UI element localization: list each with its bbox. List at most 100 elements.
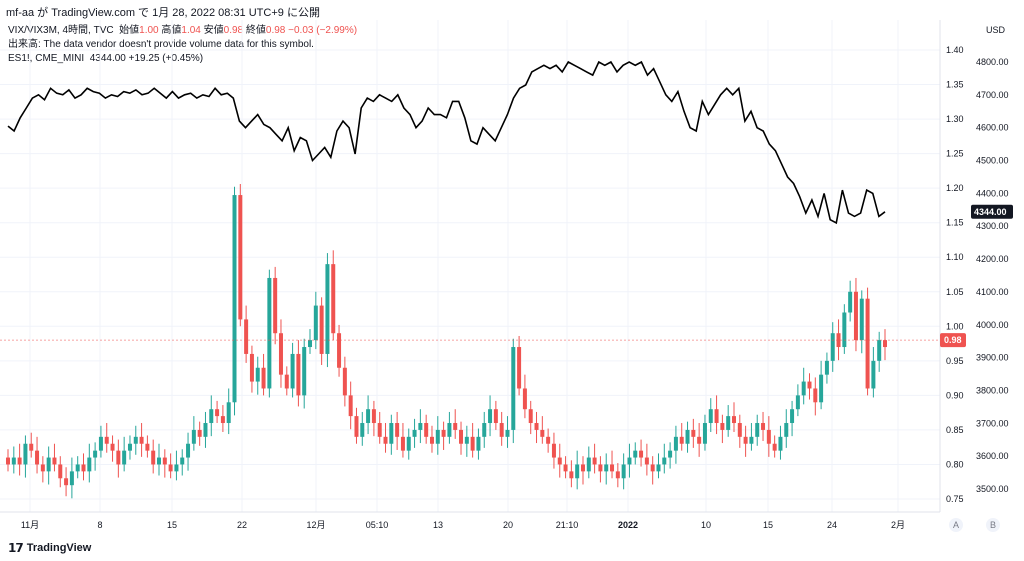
candle-body	[551, 443, 556, 458]
last-price-label: 0.98	[944, 335, 962, 345]
futures-tick-label: 4400.00	[976, 188, 1009, 198]
candle-body	[871, 360, 876, 389]
candle-body	[824, 360, 829, 375]
main-symbol[interactable]: VIX/VIX3M, 4時間, TVC	[8, 25, 114, 36]
time-tick-label: 2月	[891, 520, 905, 530]
candle-body	[470, 436, 475, 451]
candle-body	[296, 353, 301, 396]
candle-body	[157, 457, 162, 465]
futures-tick-label: 4800.00	[976, 57, 1009, 67]
candle-body	[81, 464, 86, 472]
candle-body	[795, 395, 800, 410]
futures-tick-label: 3700.00	[976, 418, 1009, 428]
candle-body	[133, 436, 138, 444]
candle-body	[697, 436, 702, 444]
candle-body	[400, 436, 405, 451]
ratio-tick-label: 0.80	[946, 459, 964, 469]
open-value: 1.00	[139, 25, 159, 36]
candle-body	[708, 409, 713, 424]
candle-body	[691, 429, 696, 437]
candle-body	[104, 436, 109, 444]
candle-body	[244, 319, 249, 354]
candle-body	[29, 443, 34, 451]
candle-body	[644, 457, 649, 465]
candle-body	[621, 464, 626, 479]
futures-tick-label: 4200.00	[976, 254, 1009, 264]
candle-body	[197, 429, 202, 437]
candle-body	[98, 436, 103, 451]
candle-body	[859, 298, 864, 341]
candle-body	[575, 464, 580, 479]
low-value: 0.98	[223, 25, 244, 36]
candle-body	[313, 305, 318, 341]
candle-body	[511, 347, 516, 430]
tradingview-logo-icon: 𝟭𝟳	[8, 541, 24, 555]
candle-body	[168, 464, 173, 472]
candle-body	[52, 457, 57, 465]
candle-body	[255, 367, 260, 382]
candle-body	[662, 457, 667, 465]
candle-body	[87, 457, 92, 472]
candle-body	[308, 340, 313, 348]
candle-body	[731, 416, 736, 424]
candle-body	[412, 429, 417, 437]
candle-body	[325, 264, 330, 354]
candle-body	[865, 298, 870, 389]
candle-body	[656, 464, 661, 472]
candle-body	[668, 450, 673, 458]
close-value: 0.98	[265, 25, 286, 36]
candle-body	[784, 423, 789, 437]
ratio-tick-label: 1.05	[946, 287, 964, 297]
candle-body	[11, 457, 16, 465]
last-price-badge	[940, 333, 966, 348]
candle-body	[534, 423, 539, 430]
candle-body	[459, 429, 464, 444]
ratio-tick-label: 1.10	[946, 252, 964, 262]
candle-body	[46, 457, 51, 472]
candle-body	[801, 381, 806, 396]
futures-tick-label: 4300.00	[976, 221, 1009, 231]
candle-body	[261, 367, 266, 389]
candle-body	[127, 443, 132, 451]
time-tick-label: 11月	[21, 520, 39, 530]
candle-body	[389, 423, 394, 444]
candle-body	[604, 464, 609, 472]
chart-legend: VIX/VIX3M, 4時間, TVC 始値1.00 高値1.04 安値0.98…	[8, 24, 357, 66]
candle-body	[522, 388, 527, 410]
candle-body	[836, 333, 841, 348]
candle-body	[360, 423, 365, 437]
candle-body	[639, 450, 644, 458]
scale-auto-button[interactable]: A	[949, 518, 963, 532]
candle-body	[755, 423, 760, 437]
candle-body	[273, 277, 278, 334]
candle-body	[290, 353, 295, 389]
candle-body	[162, 457, 167, 465]
candle-body	[441, 429, 446, 437]
ratio-tick-label: 1.00	[946, 321, 964, 331]
candle-body	[249, 353, 254, 382]
tradingview-branding[interactable]: 𝟭𝟳 TradingView	[8, 541, 91, 555]
candle-body	[749, 436, 754, 444]
candle-body	[569, 471, 574, 479]
candle-body	[395, 423, 400, 437]
ratio-tick-label: 0.90	[946, 390, 964, 400]
time-tick-label: 15	[763, 520, 773, 530]
candle-body	[720, 423, 725, 430]
futures-tick-label: 4000.00	[976, 320, 1009, 330]
scale-b-button[interactable]: B	[986, 518, 1000, 532]
brand-text: TradingView	[26, 542, 92, 554]
candle-body	[580, 464, 585, 472]
volume-note: 出来高: The data vendor doesn't provide vol…	[8, 39, 314, 50]
candle-body	[761, 423, 766, 430]
candle-body	[424, 423, 429, 437]
candle-body	[226, 402, 231, 424]
candle-body	[383, 436, 388, 444]
candle-body	[737, 423, 742, 437]
publisher-header: mf-aa が TradingView.com で 1月 28, 2022 08…	[6, 7, 320, 19]
compare-symbol[interactable]: ES1!, CME_MINI	[8, 53, 85, 64]
candle-body	[464, 436, 469, 444]
candle-body	[302, 347, 307, 396]
candle-body	[337, 333, 342, 368]
candle-body	[319, 305, 324, 354]
